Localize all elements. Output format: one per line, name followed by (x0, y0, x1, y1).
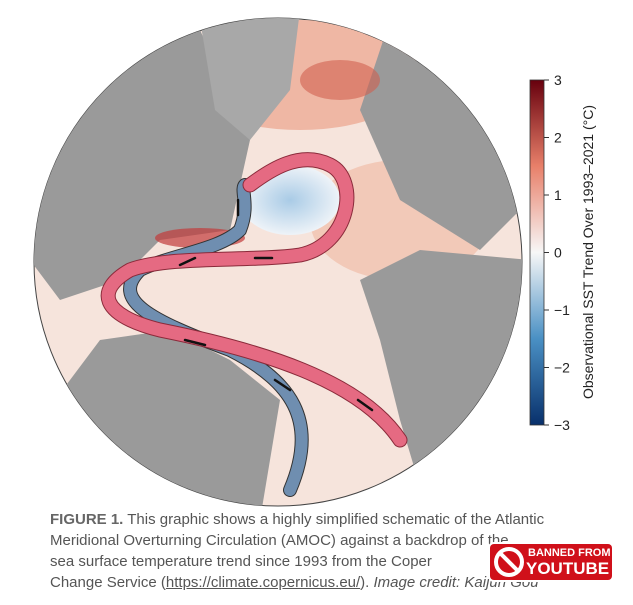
caption-text: ). (360, 574, 370, 591)
colorbar-tick-label: 0 (554, 245, 562, 261)
map: Observational SST Trend Over 1993–2021 (… (33, 17, 596, 507)
link[interactable]: https://climate.copernicus.eu/ (165, 574, 361, 591)
caption-line: sea surface temperature trend since 1993… (50, 553, 432, 570)
caption-line: Change Service (https://climate.copernic… (50, 573, 539, 593)
badge-icon (494, 547, 524, 577)
caption-line: Meridional Overturning Circulation (AMOC… (50, 532, 509, 549)
caption-label: FIGURE 1. (50, 511, 124, 528)
colorbar-tick-label: 3 (554, 72, 562, 88)
caption-text: Change Service ( (50, 574, 166, 591)
colorbar-tick-label: −1 (554, 302, 570, 318)
caption-text: This graphic shows a highly simplified s… (127, 511, 545, 528)
badge: BANNED FROM YOUTUBE (490, 544, 612, 580)
caption-line: FIGURE 1. This graphic shows a highly si… (50, 510, 544, 530)
colorbar-tick-label: 2 (554, 130, 562, 146)
colorbar-tick-label: −2 (554, 360, 570, 376)
badge-bottom: YOUTUBE (526, 559, 610, 578)
currents (100, 152, 408, 497)
colorbar (529, 79, 545, 426)
colorbar-tick-label: −3 (554, 417, 570, 433)
badge-top: BANNED FROM (528, 547, 611, 559)
colorbar-tick-label: 1 (554, 187, 562, 203)
colorbar-label: Observational SST Trend Over 1993–2021 (… (580, 105, 596, 399)
